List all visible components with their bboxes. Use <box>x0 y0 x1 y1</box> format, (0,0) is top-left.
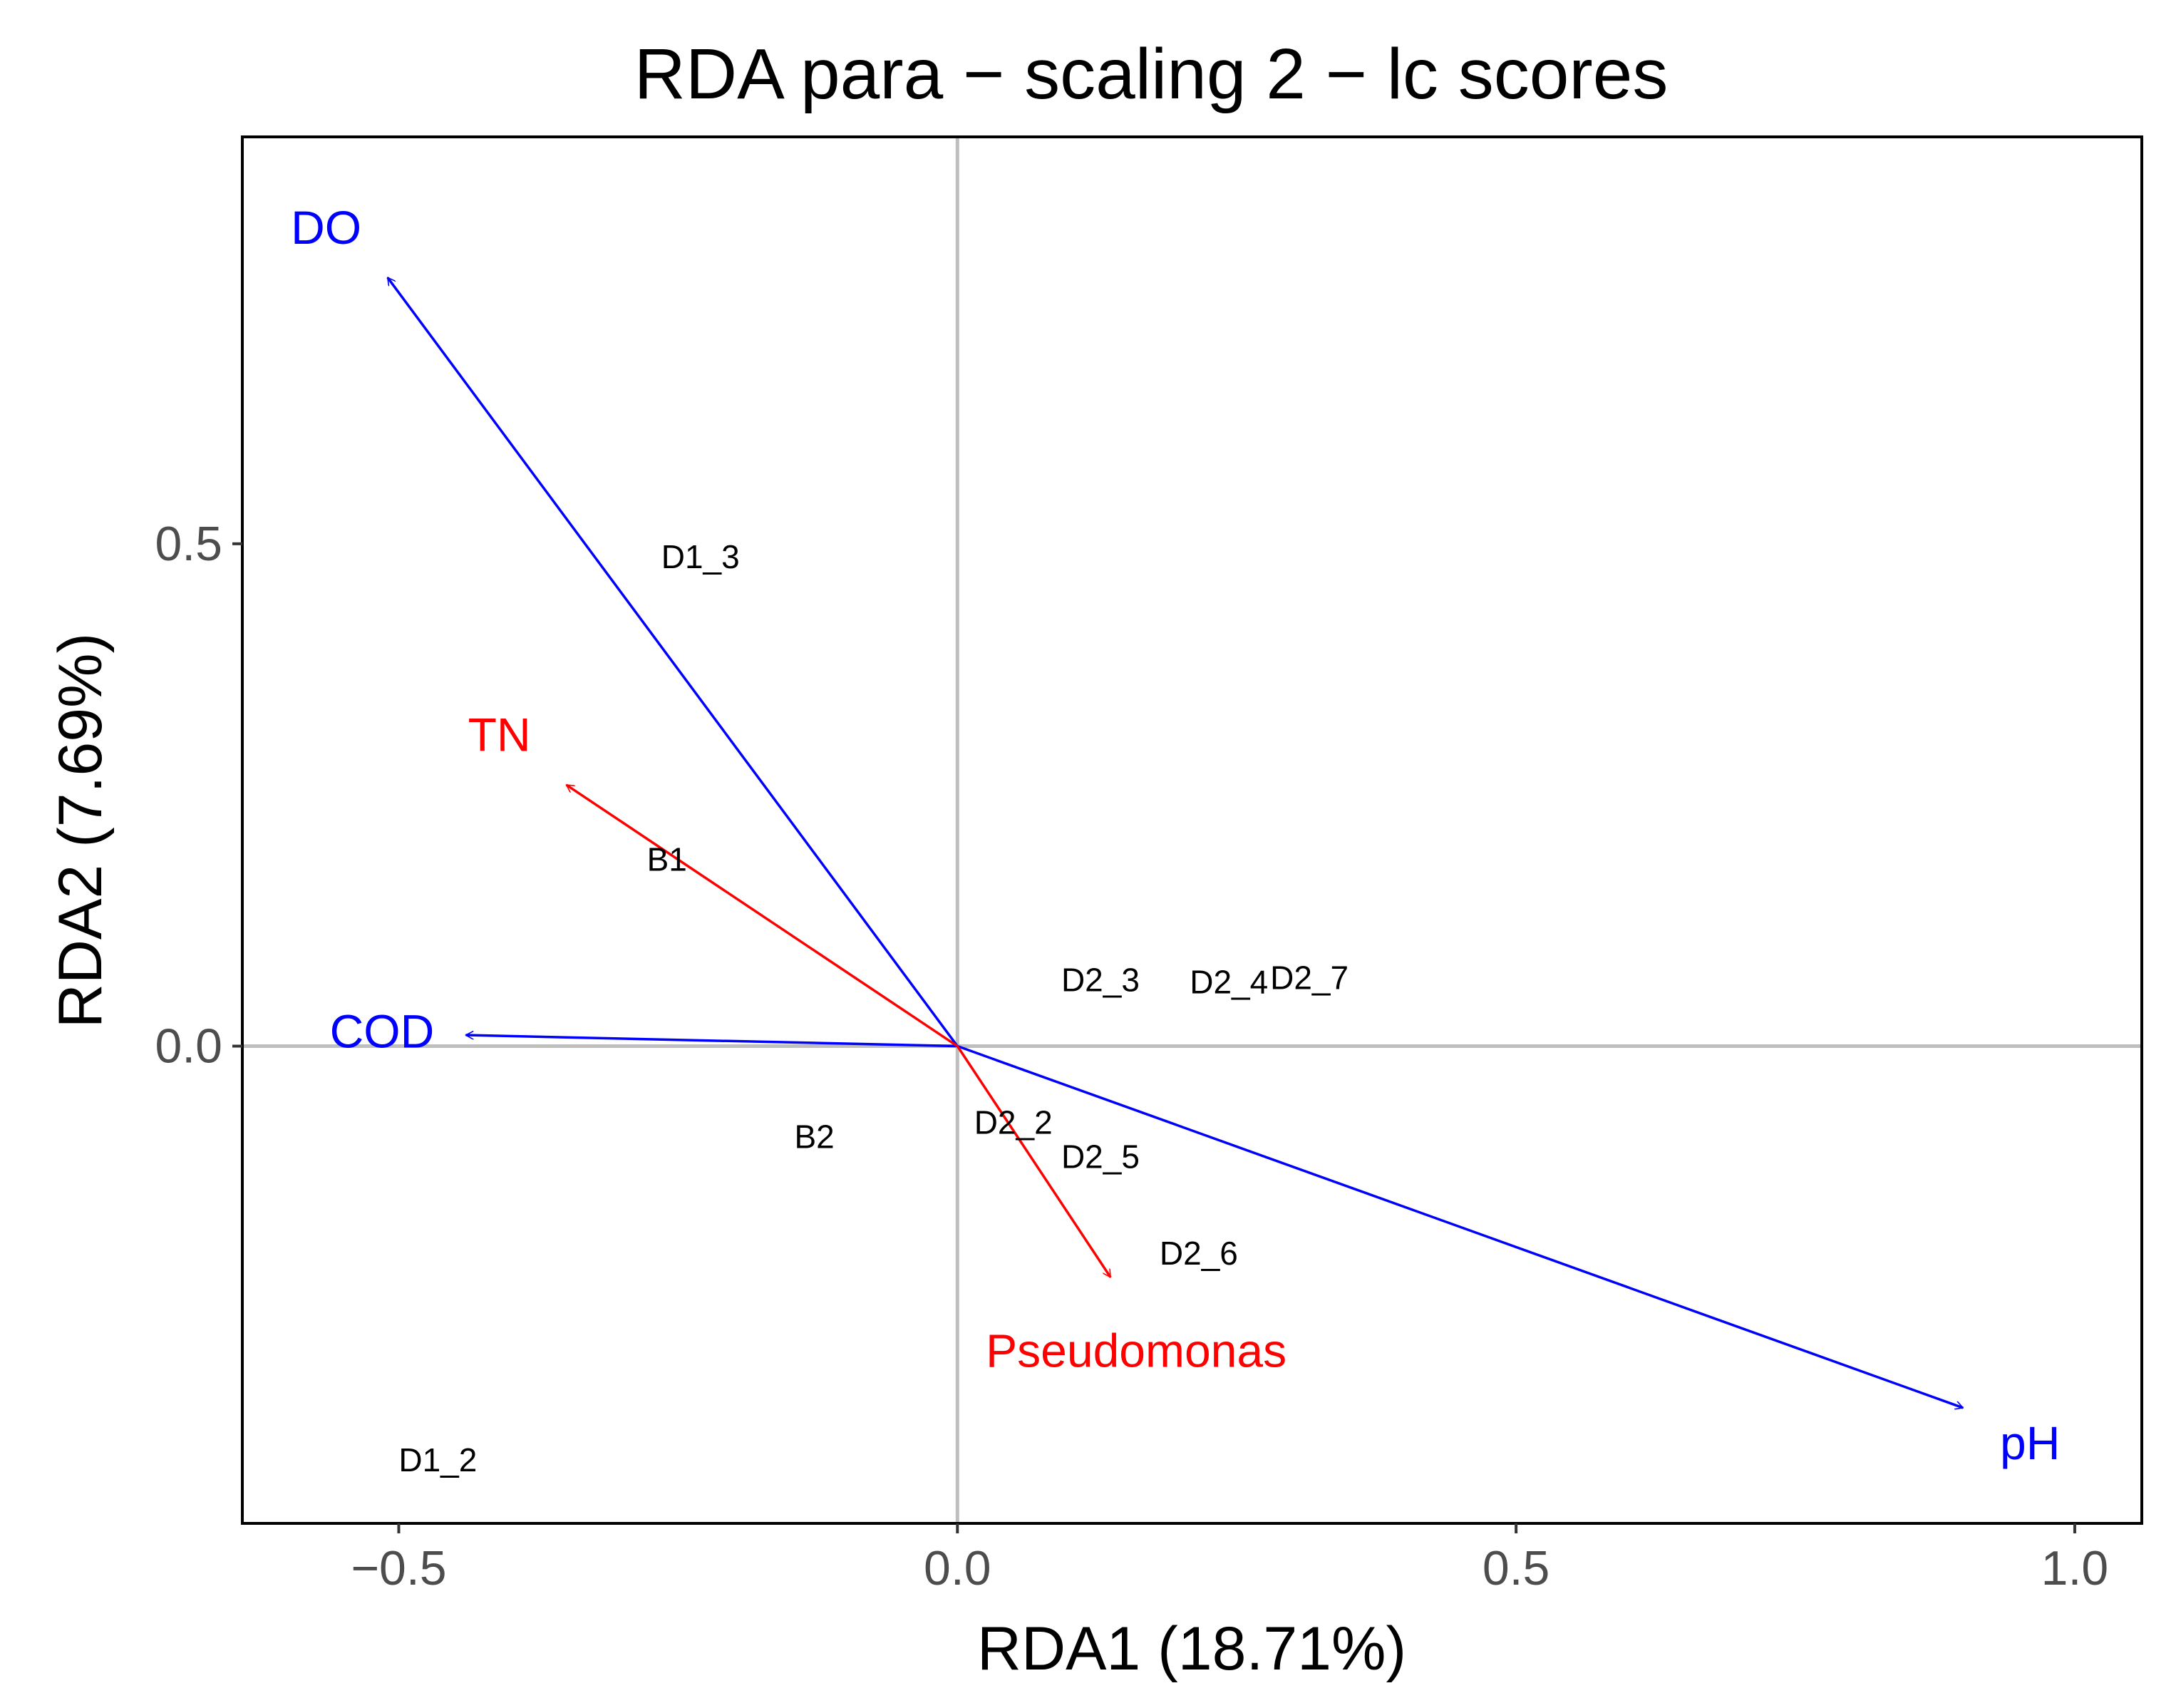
site-label-d2-6: D2_6 <box>1160 1235 1238 1272</box>
site-label-d2-3: D2_3 <box>1061 962 1140 999</box>
x-axis-title: RDA1 (18.71%) <box>977 1615 1406 1683</box>
axis-ticks: −0.5 0.0 0.5 1.0 0.0 0.5 <box>155 517 2108 1595</box>
y-tick-label: 0.0 <box>155 1019 222 1074</box>
site-label-b1: B1 <box>647 840 687 878</box>
site-label-b2: B2 <box>795 1118 835 1155</box>
env-vector-label-ph: pH <box>2000 1416 2060 1469</box>
site-label-d2-4: D2_4 <box>1190 963 1268 1000</box>
chart-title: RDA para − scaling 2 − lc scores <box>634 34 1669 114</box>
plot-area: DO COD pH TN Pseudomonas D1_3 B1 D2_3 D2_4 D2_7 B2… <box>242 137 2142 1523</box>
plot-panel-border <box>241 135 2143 1525</box>
y-tick-label: 0.5 <box>155 517 222 571</box>
species-vector-arrow-pseudomonas <box>956 1045 1112 1277</box>
env-vector-arrow-cod <box>466 1035 958 1048</box>
species-vector-label-tn: TN <box>468 709 531 761</box>
site-label-d1-3: D1_3 <box>661 538 740 575</box>
site-label-d1-2: D1_2 <box>398 1441 477 1478</box>
site-label-d2-2: D2_2 <box>974 1104 1053 1141</box>
site-label-d2-7: D2_7 <box>1270 960 1349 997</box>
y-axis-title: RDA2 (7.69%) <box>46 633 115 1028</box>
species-vector-arrow-tn <box>567 783 959 1047</box>
x-tick-label: 1.0 <box>2041 1541 2109 1595</box>
env-vector-arrow-do <box>386 277 959 1047</box>
species-vector-label-pseudomonas: Pseudomonas <box>986 1324 1287 1377</box>
env-vector-label-cod: COD <box>330 1004 435 1057</box>
x-tick-label: 0.0 <box>924 1541 991 1595</box>
site-label-d2-5: D2_5 <box>1061 1138 1140 1175</box>
x-tick-label: 0.5 <box>1483 1541 1550 1595</box>
env-vector-label-do: DO <box>291 201 361 254</box>
env-vector-arrow-ph <box>957 1044 1963 1408</box>
x-tick-label: −0.5 <box>351 1541 446 1595</box>
